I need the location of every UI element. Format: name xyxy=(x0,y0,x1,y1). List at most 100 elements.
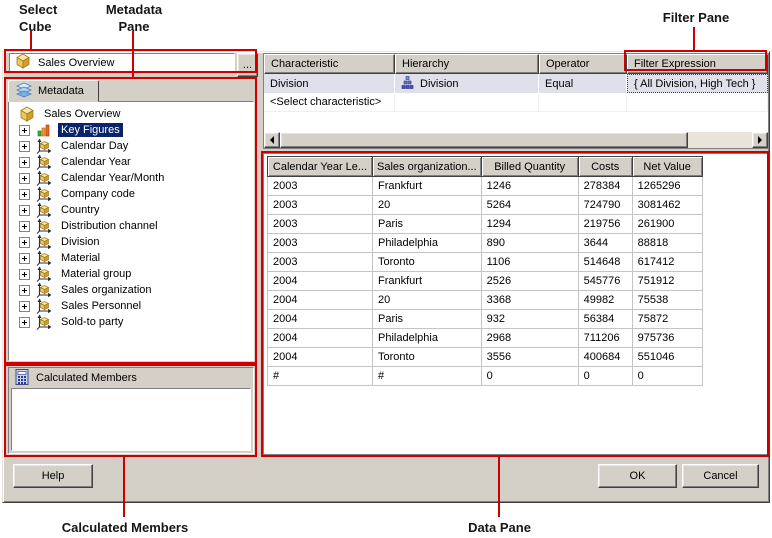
data-row[interactable]: 2003 Frankfurt 1246 278384 1265296 xyxy=(267,176,703,196)
dimension-icon xyxy=(36,266,52,282)
data-row[interactable]: 2004 Toronto 3556 400684 551046 xyxy=(267,347,703,367)
tree-item[interactable]: Sales Overview xyxy=(9,106,253,122)
data-table: Calendar Year Le... Sales organization..… xyxy=(267,156,703,386)
filter-col-operator[interactable]: Operator xyxy=(539,54,627,74)
tree-item-label: Sales Overview xyxy=(44,108,121,120)
data-col-sales-organization[interactable]: Sales organization... xyxy=(372,156,482,177)
filter-cell-operator[interactable] xyxy=(539,93,627,112)
expand-icon[interactable] xyxy=(19,300,30,312)
data-row[interactable]: 2003 Toronto 1106 514648 617412 xyxy=(267,252,703,272)
dimension-icon xyxy=(36,138,52,154)
expand-icon[interactable] xyxy=(19,316,30,328)
expand-icon[interactable] xyxy=(19,268,30,280)
metadata-tree: Sales Overview Key Figures Calendar Day … xyxy=(8,101,254,361)
annotation-filter-pane-label: Filter Pane xyxy=(662,10,730,25)
data-row[interactable]: 2004 Paris 932 56384 75872 xyxy=(267,309,703,329)
data-row[interactable]: # # 0 0 0 xyxy=(267,366,703,386)
cancel-button[interactable]: Cancel xyxy=(682,464,759,488)
calculator-icon xyxy=(15,368,29,388)
calculated-members-list[interactable] xyxy=(11,388,251,451)
data-col-costs[interactable]: Costs xyxy=(577,156,633,177)
dimension-icon xyxy=(36,282,52,298)
cube-icon xyxy=(19,106,35,122)
tree-item[interactable]: Company code xyxy=(9,186,253,202)
filter-row[interactable]: Division Division Equal { All Division, … xyxy=(264,74,768,93)
filter-horizontal-scrollbar[interactable] xyxy=(264,132,768,148)
filter-col-characteristic[interactable]: Characteristic xyxy=(264,54,395,74)
dimension-icon xyxy=(36,250,52,266)
tree-item[interactable]: Sales Personnel xyxy=(9,298,253,314)
filter-cell-filter-expression[interactable]: { All Division, High Tech } xyxy=(627,74,768,93)
tree-item[interactable]: Sold-to party xyxy=(9,314,253,330)
data-col-net-value[interactable]: Net Value xyxy=(631,156,703,177)
dimension-icon xyxy=(36,186,52,202)
expand-icon[interactable] xyxy=(19,188,30,200)
scroll-left-button[interactable] xyxy=(264,132,280,148)
annotation-metadata-pane-label: Metadata Pane xyxy=(105,2,163,34)
tree-item[interactable]: Calendar Year xyxy=(9,154,253,170)
tree-item-label: Company code xyxy=(61,188,135,200)
tree-item[interactable]: Material group xyxy=(9,266,253,282)
annotation-line-filter-pane xyxy=(693,27,695,50)
data-col-calendar-year[interactable]: Calendar Year Le... xyxy=(267,156,373,177)
expand-icon[interactable] xyxy=(19,172,30,184)
scrollbar-thumb[interactable] xyxy=(280,132,688,148)
tree-item-label: Country xyxy=(61,204,100,216)
data-row[interactable]: 2004 20 3368 49982 75538 xyxy=(267,290,703,310)
data-row[interactable]: 2004 Frankfurt 2526 545776 751912 xyxy=(267,271,703,291)
scrollbar-track[interactable] xyxy=(688,132,752,148)
tab-metadata[interactable]: Metadata xyxy=(8,80,99,102)
tree-item[interactable]: Distribution channel xyxy=(9,218,253,234)
filter-row[interactable]: <Select characteristic> xyxy=(264,93,768,112)
tree-item[interactable]: Country xyxy=(9,202,253,218)
cube-selector[interactable]: Sales Overview xyxy=(9,53,235,72)
data-row[interactable]: 2003 Philadelphia 890 3644 88818 xyxy=(267,233,703,253)
filter-cell-characteristic[interactable]: Division xyxy=(264,74,395,93)
key-figures-icon xyxy=(36,122,52,138)
expand-icon[interactable] xyxy=(19,140,30,152)
tree-item-label: Sales Personnel xyxy=(61,300,142,312)
tree-item[interactable]: Calendar Day xyxy=(9,138,253,154)
data-row[interactable]: 2004 Philadelphia 2968 711206 975736 xyxy=(267,328,703,348)
dimension-icon xyxy=(36,202,52,218)
expand-icon[interactable] xyxy=(19,124,30,136)
filter-col-filter-expression[interactable]: Filter Expression xyxy=(627,54,768,74)
expand-icon[interactable] xyxy=(19,284,30,296)
tree-item[interactable]: Calendar Year/Month xyxy=(9,170,253,186)
tree-item[interactable]: Division xyxy=(9,234,253,250)
tree-item-label: Material xyxy=(61,252,101,264)
tree-item[interactable]: Key Figures xyxy=(9,122,253,138)
expand-icon[interactable] xyxy=(19,236,30,248)
expand-icon[interactable] xyxy=(19,220,30,232)
filter-col-hierarchy[interactable]: Hierarchy xyxy=(395,54,539,74)
data-row[interactable]: 2003 20 5264 724790 3081462 xyxy=(267,195,703,215)
annotation-line-select-cube xyxy=(30,31,32,49)
filter-cell-hierarchy[interactable]: Division xyxy=(395,74,539,93)
cube-icon xyxy=(15,53,31,72)
cube-selector-value: Sales Overview xyxy=(38,56,115,69)
filter-cell-hierarchy[interactable] xyxy=(395,93,539,112)
expand-icon[interactable] xyxy=(19,204,30,216)
dimension-icon xyxy=(36,170,52,186)
annotation-data-pane-label: Data Pane xyxy=(468,520,531,535)
annotation-calculated-members-label: Calculated Members xyxy=(61,520,189,535)
tree-item-label: Distribution channel xyxy=(61,220,158,232)
tree-item[interactable]: Material xyxy=(9,250,253,266)
calculated-members-pane: Calculated Members xyxy=(8,367,254,454)
help-button[interactable]: Help xyxy=(13,464,93,488)
tree-item-label: Calendar Year xyxy=(61,156,131,168)
filter-pane: Characteristic Hierarchy Operator Filter… xyxy=(263,53,769,149)
scroll-right-button[interactable] xyxy=(752,132,768,148)
data-col-billed-quantity[interactable]: Billed Quantity xyxy=(480,156,579,177)
filter-cell-filter-expression[interactable] xyxy=(627,93,768,112)
filter-cell-characteristic[interactable]: <Select characteristic> xyxy=(264,93,395,112)
data-row[interactable]: 2003 Paris 1294 219756 261900 xyxy=(267,214,703,234)
expand-icon[interactable] xyxy=(19,156,30,168)
browse-cube-button[interactable]: ... xyxy=(237,53,258,77)
filter-cell-operator[interactable]: Equal xyxy=(539,74,627,93)
ok-button[interactable]: OK xyxy=(598,464,677,488)
tree-item[interactable]: Sales organization xyxy=(9,282,253,298)
expand-icon[interactable] xyxy=(19,252,30,264)
annotation-select-cube-label: Select Cube xyxy=(19,2,58,34)
